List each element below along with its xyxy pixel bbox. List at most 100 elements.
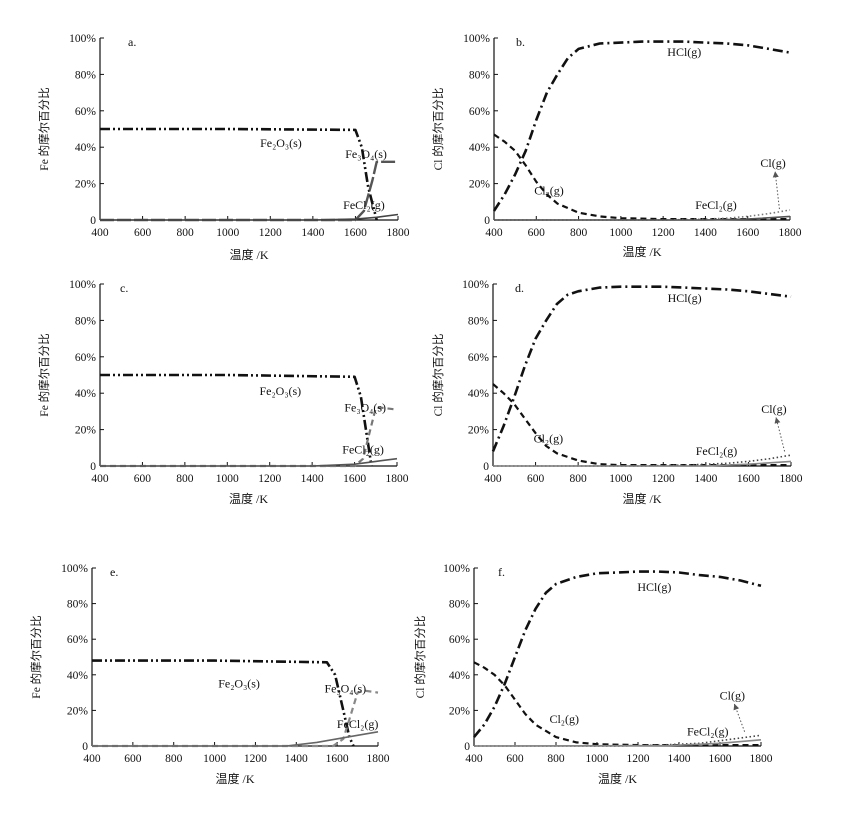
series-line-fe2o3 — [100, 127, 378, 221]
y-axis-label: Fe 的摩尔百分比 — [37, 333, 51, 416]
x-tick-label: 800 — [177, 227, 195, 239]
x-tick-label: 800 — [165, 753, 183, 765]
x-tick-label: 600 — [527, 473, 545, 485]
annotation-fe3o4: Fe₃O₄(s) — [345, 147, 387, 161]
x-tick-label: 1400 — [301, 473, 324, 485]
x-tick-label: 1800 — [386, 473, 409, 485]
y-tick-label: 40% — [469, 142, 491, 154]
series-line-hcl — [472, 570, 762, 738]
y-axis-label: Cl 的摩尔百分比 — [413, 616, 427, 699]
y-axis-label: Fe 的摩尔百分比 — [29, 615, 43, 698]
y-axis-label: Fe 的摩尔百分比 — [37, 87, 51, 170]
y-tick-label: 80% — [468, 315, 490, 327]
y-tick-label: 40% — [468, 388, 490, 400]
y-tick-label: 60% — [469, 106, 491, 118]
y-tick-label: 0 — [464, 741, 470, 753]
x-tick-label: 1200 — [244, 753, 267, 765]
x-tick-label: 1400 — [694, 227, 717, 239]
series-line-fecl2 — [493, 460, 792, 467]
panel-label: c. — [120, 281, 128, 295]
x-tick-label: 400 — [91, 227, 109, 239]
y-tick-label: 100% — [61, 563, 88, 575]
y-axis-label: Cl 的摩尔百分比 — [431, 88, 445, 171]
series-line-cl2 — [493, 133, 790, 221]
series-line-fecl2 — [92, 731, 379, 747]
x-tick-label: 1200 — [258, 473, 281, 485]
y-tick-label: 40% — [449, 670, 471, 682]
y-tick-label: 20% — [67, 705, 89, 717]
x-tick-label: 1400 — [285, 753, 308, 765]
y-tick-label: 80% — [449, 599, 471, 611]
y-tick-label: 0 — [483, 461, 489, 473]
annotation-fecl2: FeCl₂(g) — [343, 198, 385, 212]
series-line-fe3o4 — [100, 406, 398, 468]
annotation-fe2o3: Fe₂O₃(s) — [218, 676, 260, 690]
y-axis-label: Cl 的摩尔百分比 — [431, 334, 445, 417]
annotation-arrow — [733, 703, 746, 732]
panel-label: d. — [515, 281, 524, 295]
panel-label: f. — [498, 565, 505, 579]
x-tick-label: 1000 — [609, 473, 632, 485]
x-tick-label: 600 — [134, 473, 152, 485]
y-tick-label: 60% — [67, 634, 89, 646]
x-tick-label: 600 — [134, 227, 152, 239]
annotation-hcl: HCl(g) — [667, 45, 701, 59]
x-tick-label: 1000 — [609, 227, 632, 239]
x-tick-label: 1000 — [203, 753, 226, 765]
x-tick-label: 1000 — [216, 227, 239, 239]
x-tick-label: 1000 — [586, 753, 609, 765]
x-tick-label: 1200 — [259, 227, 282, 239]
x-tick-label: 1600 — [343, 473, 366, 485]
x-tick-label: 1800 — [780, 473, 803, 485]
series-line-cl2 — [492, 383, 791, 467]
series-line-fecl2 — [473, 739, 762, 747]
series-line-fe2o3 — [100, 373, 373, 467]
x-tick-label: 1800 — [367, 753, 390, 765]
annotation-cl2: Cl₂(g) — [549, 712, 579, 726]
panel-label: b. — [516, 35, 525, 49]
x-tick-label: 800 — [570, 227, 588, 239]
y-tick-label: 40% — [75, 388, 97, 400]
x-tick-label: 800 — [176, 473, 194, 485]
chart-panel-d: 400 600 800 1000 1200 1400 1600 1800 0 20% 40% 60% 8… — [431, 279, 803, 506]
y-tick-label: 100% — [463, 33, 490, 45]
x-axis-label: 温度 /K — [598, 771, 637, 786]
y-tick-label: 20% — [468, 425, 490, 437]
y-tick-label: 100% — [462, 279, 489, 291]
x-tick-label: 1400 — [694, 473, 717, 485]
chart-panel-b: 400 600 800 1000 1200 1400 1600 1800 0 20% 40% 60% 8… — [431, 33, 802, 259]
x-tick-label: 1800 — [387, 227, 410, 239]
y-tick-label: 40% — [67, 670, 89, 682]
y-tick-label: 60% — [75, 106, 97, 118]
annotation-cl: Cl(g) — [760, 156, 785, 170]
x-tick-label: 800 — [547, 753, 565, 765]
annotation-arrow — [772, 171, 780, 210]
x-tick-label: 400 — [485, 227, 503, 239]
x-tick-label: 1200 — [652, 473, 675, 485]
x-axis-label: 温度 /K — [215, 771, 254, 786]
y-tick-label: 60% — [468, 352, 490, 364]
series-line-hcl — [492, 40, 791, 212]
annotation-hcl: HCl(g) — [668, 291, 702, 305]
series-line-fecl2 — [100, 213, 399, 221]
y-tick-label: 20% — [469, 179, 491, 191]
x-tick-label: 400 — [83, 753, 101, 765]
series-line-fe3o4 — [92, 689, 379, 748]
series-line-fecl2 — [100, 457, 398, 467]
y-tick-label: 20% — [75, 425, 97, 437]
y-tick-label: 80% — [469, 69, 491, 81]
annotation-fe3o4: Fe₃O₄(s) — [344, 400, 386, 414]
y-tick-label: 0 — [90, 215, 96, 227]
annotation-fe3o4: Fe₃O₄(s) — [324, 682, 366, 696]
x-tick-label: 600 — [124, 753, 142, 765]
x-tick-label: 1400 — [668, 753, 691, 765]
series-line-fe3o4 — [100, 160, 398, 222]
y-tick-label: 80% — [75, 315, 97, 327]
y-tick-label: 0 — [90, 461, 96, 473]
x-tick-label: 600 — [528, 227, 546, 239]
series-line-hcl — [491, 285, 792, 452]
annotation-fecl2: FeCl₂(g) — [696, 444, 738, 458]
chart-panel-c: 400 600 800 1000 1200 1400 1600 1800 0 20% 40% 60% 8… — [37, 279, 409, 506]
annotation-cl2: Cl₂(g) — [534, 184, 564, 198]
x-tick-label: 1600 — [736, 227, 759, 239]
